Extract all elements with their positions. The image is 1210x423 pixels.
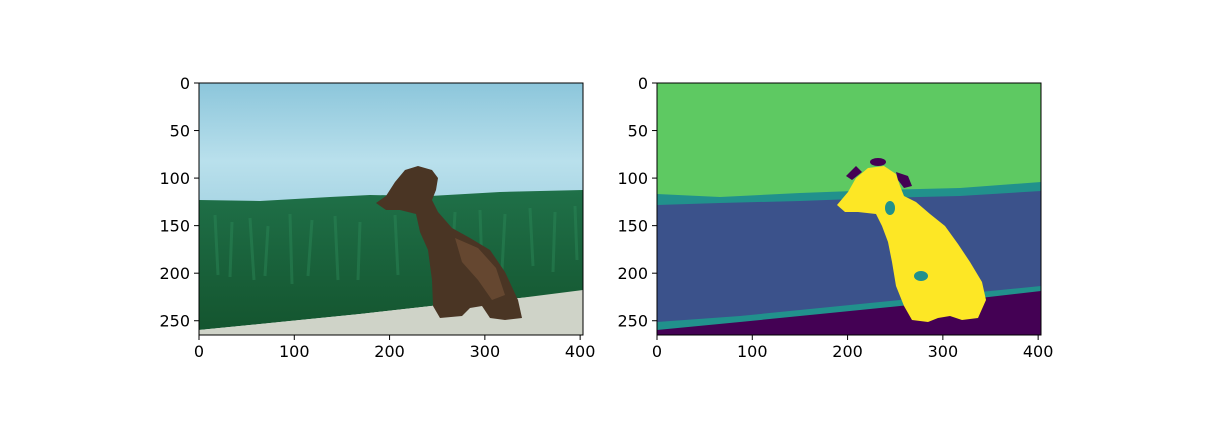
grass-texture: [213, 205, 579, 285]
segmentation-xtick-label: 0: [652, 342, 662, 361]
photo-axes: 0 100 200 300 400 0 50 100 150 200 250: [159, 74, 595, 361]
photo-ytick-label: 100: [159, 169, 190, 188]
photo-xtick-label: 400: [565, 342, 596, 361]
segmentation-ytick-label: 100: [617, 169, 648, 188]
segmentation-ytick-label: 0: [638, 74, 648, 93]
segment-dog-spot: [885, 201, 895, 215]
dog-highlight: [455, 238, 505, 300]
photo-ytick-label: 0: [180, 74, 190, 93]
segmentation-axes: 0 100 200 300 400 0 50 100 150 200 250: [617, 74, 1053, 361]
photo-xtick-label: 300: [470, 342, 501, 361]
dog-photo: [199, 83, 583, 335]
segmentation-xtick-label: 300: [928, 342, 959, 361]
segmentation-ytick-label: 200: [617, 264, 648, 283]
segment-dog-spot: [914, 271, 928, 281]
segmentation-panel: 0 100 200 300 400 0 50 100 150 200 250: [617, 74, 1053, 361]
segment-dog: [837, 166, 986, 322]
segmentation-mask: [657, 83, 1041, 335]
segment-head-top: [870, 158, 886, 166]
segmentation-xtick-label: 200: [832, 342, 863, 361]
photo-xtick-label: 0: [194, 342, 204, 361]
photo-ytick-label: 50: [170, 122, 190, 141]
segment-ear-left: [846, 166, 862, 180]
segmentation-ytick-label: 150: [617, 217, 648, 236]
photo-xtick-label: 100: [279, 342, 310, 361]
segmentation-ytick-label: 250: [617, 312, 648, 331]
segmentation-xtick-label: 400: [1023, 342, 1054, 361]
photo-ytick-label: 200: [159, 264, 190, 283]
segmentation-xtick-label: 100: [737, 342, 768, 361]
photo-ytick-label: 150: [159, 217, 190, 236]
segment-ear-right: [896, 172, 912, 188]
photo-xtick-label: 200: [374, 342, 405, 361]
segmentation-ytick-label: 50: [628, 122, 648, 141]
photo-ytick-label: 250: [159, 312, 190, 331]
photo-panel: 0 100 200 300 400 0 50 100 150 200 250: [159, 74, 595, 361]
